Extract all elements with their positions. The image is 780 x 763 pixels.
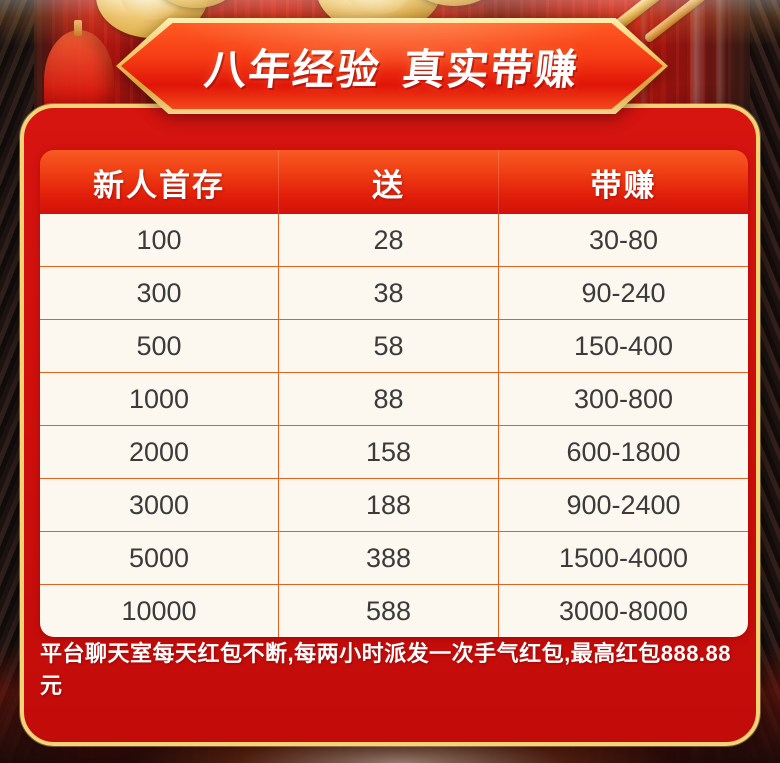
cell-earnings: 600-1800 bbox=[566, 436, 681, 467]
table-header-bonus: 送 bbox=[279, 150, 499, 214]
cell-deposit: 300 bbox=[40, 267, 279, 319]
table-row: 5000 388 1500-4000 bbox=[40, 532, 748, 585]
cell-earnings: 1500-4000 bbox=[558, 542, 689, 573]
table-row: 100 28 30-80 bbox=[40, 214, 748, 267]
table-header-deposit: 新人首存 bbox=[40, 150, 279, 214]
banner-text-part-2: 真实带赚 bbox=[400, 45, 582, 93]
cell-bonus: 388 bbox=[279, 532, 499, 584]
footer-note: 平台聊天室每天红包不断,每两小时派发一次手气红包,最高红包888.88元 bbox=[40, 641, 732, 698]
cell-earnings: 30-80 bbox=[588, 224, 659, 255]
cell-deposit: 10000 bbox=[40, 585, 279, 637]
table-body: 100 28 30-80 300 38 90-240 500 58 150-400 1000 88 3… bbox=[40, 214, 748, 637]
headline-banner: 八年经验 真实带赚 bbox=[116, 18, 668, 114]
cell-deposit: 3000 bbox=[40, 479, 279, 531]
gold-coin-icon bbox=[150, 0, 242, 8]
table-row: 300 38 90-240 bbox=[40, 267, 748, 320]
cell-bonus: 38 bbox=[279, 267, 499, 319]
gold-coin-icon bbox=[404, 0, 504, 6]
cell-deposit: 100 bbox=[40, 214, 279, 266]
table-row: 2000 158 600-1800 bbox=[40, 426, 748, 479]
table-row: 1000 88 300-800 bbox=[40, 373, 748, 426]
table-row: 10000 588 3000-8000 bbox=[40, 585, 748, 637]
cell-earnings: 90-240 bbox=[581, 277, 666, 308]
cell-earnings: 900-2400 bbox=[566, 489, 681, 520]
cell-bonus: 88 bbox=[279, 373, 499, 425]
table-header-row: 新人首存 送 带赚 bbox=[40, 150, 748, 214]
cell-deposit: 2000 bbox=[40, 426, 279, 478]
cell-deposit: 1000 bbox=[40, 373, 279, 425]
cell-bonus: 28 bbox=[279, 214, 499, 266]
cell-bonus: 588 bbox=[279, 585, 499, 637]
banner-text-part-1: 八年经验 bbox=[202, 45, 384, 93]
cell-earnings: 300-800 bbox=[573, 383, 674, 414]
table-row: 500 58 150-400 bbox=[40, 320, 748, 373]
cell-bonus: 58 bbox=[279, 320, 499, 372]
deposit-bonus-table: 新人首存 送 带赚 100 28 30-80 300 38 90-240 500 58 150-… bbox=[40, 150, 748, 637]
table-header-earnings: 带赚 bbox=[590, 167, 657, 203]
cell-bonus: 158 bbox=[279, 426, 499, 478]
cell-earnings: 150-400 bbox=[573, 330, 674, 361]
cell-bonus: 188 bbox=[279, 479, 499, 531]
cell-earnings: 3000-8000 bbox=[558, 595, 689, 626]
promo-card: 新人首存 送 带赚 100 28 30-80 300 38 90-240 500 58 150-… bbox=[20, 104, 760, 746]
cell-deposit: 500 bbox=[40, 320, 279, 372]
banner-text: 八年经验 真实带赚 bbox=[111, 18, 673, 114]
table-row: 3000 188 900-2400 bbox=[40, 479, 748, 532]
cell-deposit: 5000 bbox=[40, 532, 279, 584]
banner-red-fill bbox=[121, 23, 663, 109]
